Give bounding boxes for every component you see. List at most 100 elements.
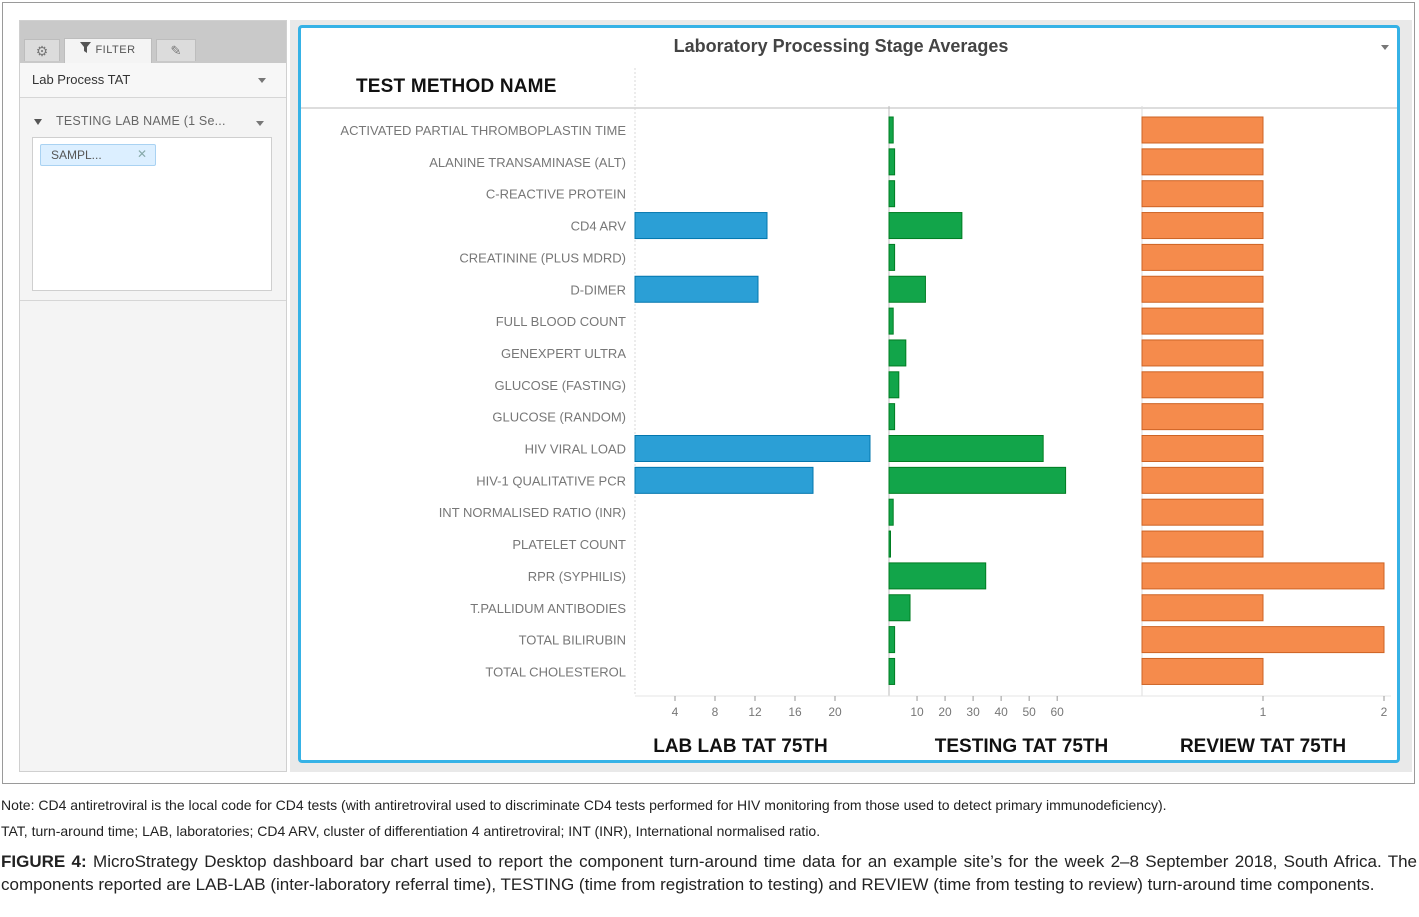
tick-label: 20 (828, 705, 842, 719)
tab-settings[interactable]: ⚙ (24, 39, 60, 61)
bar (1141, 403, 1264, 431)
bar (888, 498, 894, 526)
bar (888, 339, 907, 367)
category-label: D-DIMER (570, 282, 626, 297)
axis-title: REVIEW TAT 75TH (1180, 736, 1346, 757)
axis-title: LAB LAB TAT 75TH (653, 736, 828, 757)
bar (888, 435, 1044, 462)
tick-label: 1 (1260, 705, 1267, 719)
bar (888, 148, 896, 176)
bar (888, 657, 896, 685)
category-label: PLATELET COUNT (512, 537, 626, 552)
bar (634, 466, 814, 494)
chevron-down-icon (258, 78, 266, 83)
tick-label: 8 (712, 705, 719, 719)
bar (1141, 562, 1385, 590)
bar (1141, 243, 1264, 271)
tab-filter[interactable]: FILTER (64, 38, 152, 63)
figure-label: FIGURE 4: (1, 852, 87, 871)
filter-name-label: TESTING LAB NAME (1 Se... (56, 114, 226, 128)
tick-label: 20 (938, 705, 952, 719)
figure-caption-text: MicroStrategy Desktop dashboard bar char… (1, 852, 1417, 894)
tick-label: 4 (672, 705, 679, 719)
note-text-1: Note: CD4 antiretroviral is the local co… (1, 797, 1167, 813)
axis-title: TESTING TAT 75TH (935, 736, 1108, 757)
tab-edit[interactable]: ✎ (156, 39, 196, 61)
category-label: C-REACTIVE PROTEIN (486, 187, 626, 202)
bar-chart: ACTIVATED PARTIAL THROMBOPLASTIN TIME ALA… (340, 68, 1391, 757)
bar (888, 180, 896, 208)
bar (1141, 339, 1264, 367)
category-label: ACTIVATED PARTIAL THROMBOPLASTIN TIME (340, 123, 626, 138)
bar (1141, 371, 1264, 399)
bar (1141, 212, 1264, 240)
tick-label: 40 (994, 705, 1008, 719)
category-label: INT NORMALISED RATIO (INR) (439, 505, 626, 520)
divider (20, 300, 286, 301)
bar (888, 530, 891, 558)
chart-panel: Laboratory Processing Stage Averages TES… (290, 20, 1412, 772)
note-text-2: TAT, turn-around time; LAB, laboratories… (1, 823, 821, 839)
bar (1141, 530, 1264, 558)
tick-label: 2 (1381, 705, 1388, 719)
chart-card[interactable]: Laboratory Processing Stage Averages TES… (298, 25, 1400, 763)
category-label: CREATININE (PLUS MDRD) (459, 250, 626, 265)
filter-chip[interactable]: SAMPL... ✕ (40, 144, 156, 166)
tick-label: 50 (1022, 705, 1036, 719)
filter-panel: ⚙ FILTER ✎ Lab Process TAT TESTING LAB N… (19, 20, 287, 772)
category-label: GLUCOSE (FASTING) (495, 378, 626, 393)
tick-label: 30 (966, 705, 980, 719)
bar (888, 371, 900, 399)
bar (634, 435, 871, 462)
bar (1141, 148, 1264, 176)
bar (888, 275, 926, 303)
chart-menu-icon[interactable] (1381, 45, 1389, 50)
category-label: HIV VIRAL LOAD (525, 442, 626, 457)
bar (1141, 498, 1264, 526)
expand-triangle-icon (34, 119, 42, 125)
pencil-icon: ✎ (170, 43, 182, 58)
bar (888, 466, 1067, 494)
bar (1141, 116, 1264, 144)
bar (888, 116, 894, 144)
bar (1141, 466, 1264, 494)
filter-panel-body: Lab Process TAT TESTING LAB NAME (1 Se..… (20, 63, 286, 771)
tick-label: 10 (910, 705, 924, 719)
figure-caption: FIGURE 4: MicroStrategy Desktop dashboar… (1, 851, 1417, 896)
bar (888, 243, 896, 271)
tick-label: 60 (1051, 705, 1065, 719)
dataset-selector[interactable]: Lab Process TAT (20, 63, 286, 98)
bar (1141, 657, 1264, 685)
filter-chip-label: SAMPL... (51, 148, 102, 162)
category-label: T.PALLIDUM ANTIBODIES (470, 601, 626, 616)
chevron-down-icon (256, 121, 264, 126)
bar (634, 212, 768, 240)
bar (888, 626, 896, 654)
header-divider (301, 107, 1397, 109)
category-label: TOTAL BILIRUBIN (519, 633, 626, 648)
tick-label: 12 (748, 705, 762, 719)
row-header-label: TEST METHOD NAME (356, 76, 557, 97)
bar (1141, 626, 1385, 654)
filter-icon (80, 39, 92, 61)
category-label: FULL BLOOD COUNT (496, 314, 626, 329)
close-icon[interactable]: ✕ (136, 147, 147, 161)
tab-filter-label: FILTER (95, 44, 136, 56)
bar (888, 594, 911, 622)
bar (1141, 594, 1264, 622)
chart-title: Laboratory Processing Stage Averages (673, 36, 1009, 56)
category-label: GLUCOSE (RANDOM) (492, 410, 626, 425)
bar (1141, 180, 1264, 208)
bar (634, 275, 759, 303)
filter-selection-box[interactable]: SAMPL... ✕ (32, 137, 272, 291)
bar (1141, 275, 1264, 303)
panel-tab-bar: ⚙ FILTER ✎ (20, 21, 286, 63)
tick-label: 16 (788, 705, 802, 719)
bar (888, 212, 963, 240)
dataset-selector-label: Lab Process TAT (32, 72, 131, 87)
category-label: GENEXPERT ULTRA (501, 346, 626, 361)
dashboard-frame: ⚙ FILTER ✎ Lab Process TAT TESTING LAB N… (2, 2, 1415, 784)
category-label: HIV-1 QUALITATIVE PCR (476, 473, 626, 488)
filter-testing-lab-name[interactable]: TESTING LAB NAME (1 Se... (20, 111, 286, 135)
category-label: TOTAL CHOLESTEROL (485, 664, 626, 679)
